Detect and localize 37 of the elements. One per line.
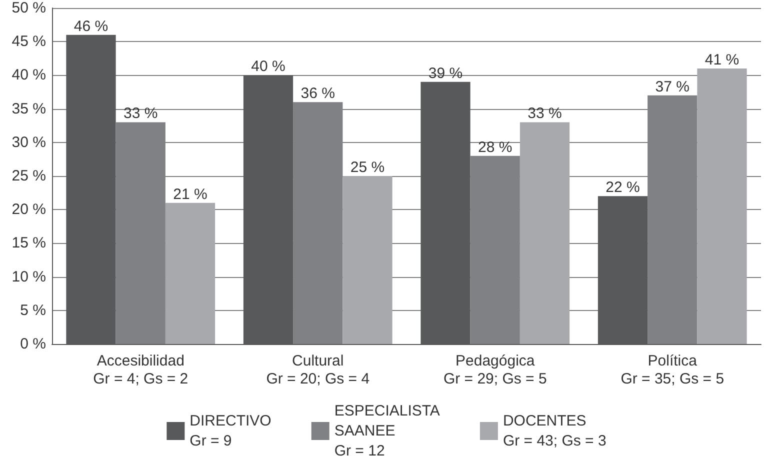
data-label: 36 % <box>300 85 335 102</box>
legend-label: ESPECIALISTA SAANEE Gr = 12 <box>334 402 440 460</box>
data-label: 28 % <box>478 138 512 156</box>
y-tick-label: 10 % <box>12 268 46 286</box>
y-tick-label: 15 % <box>12 234 46 252</box>
data-label: 21 % <box>173 186 208 203</box>
data-label: 41 % <box>704 51 740 68</box>
data-label: 46 % <box>74 18 108 35</box>
bar <box>116 122 166 344</box>
y-tick-label: 25 % <box>12 168 46 184</box>
data-label: 40 % <box>251 58 286 76</box>
bar <box>165 202 216 344</box>
x-tick-label: Accesibilidad Gr = 4; Gs = 2 <box>93 352 188 388</box>
bar <box>648 95 698 344</box>
x-tick-label: Política Gr = 35; Gs = 5 <box>620 352 724 388</box>
x-tick-label: Pedagógica Gr = 29; Gs = 5 <box>443 352 547 388</box>
y-tick-label: 20 % <box>12 201 46 218</box>
y-tick-label: 45 % <box>12 33 46 50</box>
y-tick-label: 5 % <box>20 302 46 319</box>
bar <box>470 156 520 344</box>
data-label: 25 % <box>350 159 385 176</box>
bar <box>520 122 570 344</box>
bar <box>293 102 343 344</box>
data-label: 37 % <box>655 78 690 96</box>
data-label: 33 % <box>528 105 562 122</box>
legend-label: DOCENTES Gr = 43; Gs = 3 <box>502 412 606 450</box>
y-tick-label: 0 % <box>20 336 46 352</box>
y-tick-label: 50 % <box>12 0 46 16</box>
y-tick-label: 40 % <box>12 66 46 84</box>
data-label: 22 % <box>606 179 640 196</box>
data-label: 33 % <box>124 105 158 122</box>
x-tick-label: Cultural Gr = 20; Gs = 4 <box>266 352 370 388</box>
bar <box>342 176 392 344</box>
y-tick-label: 35 % <box>12 100 46 118</box>
y-tick-label: 30 % <box>12 134 46 151</box>
legend-label: DIRECTIVO Gr = 9 <box>190 412 272 450</box>
bar <box>697 68 747 344</box>
